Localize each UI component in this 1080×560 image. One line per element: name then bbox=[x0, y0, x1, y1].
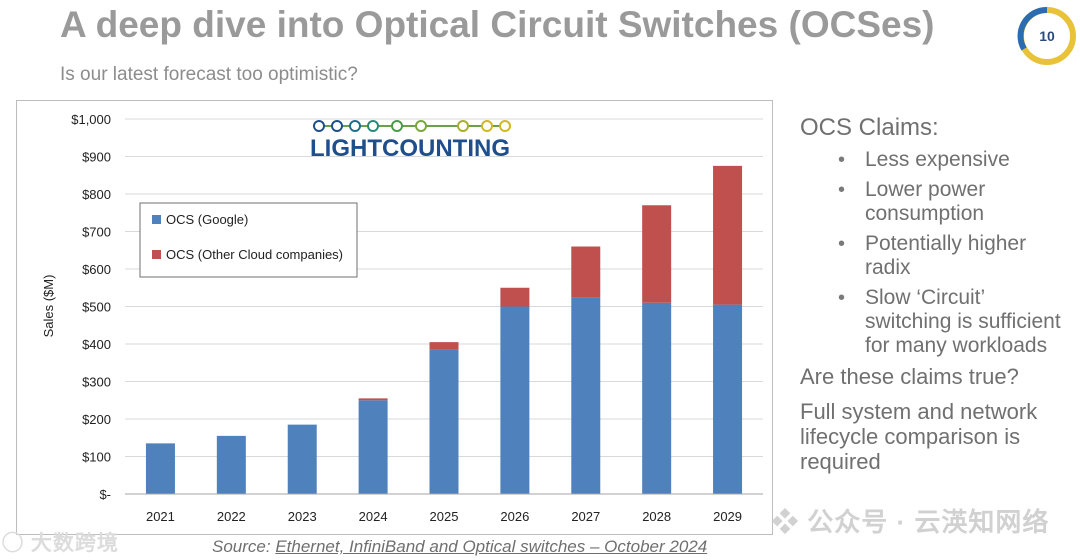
claims-list: Less expensive Lower power consumption P… bbox=[800, 148, 1075, 358]
y-tick-label: $600 bbox=[82, 262, 111, 277]
x-tick-label: 2028 bbox=[642, 509, 671, 524]
claims-conclusion: Full system and network lifecycle compar… bbox=[800, 399, 1038, 474]
sales-chart: $- $100 $200 $300 $400 $500 $600 $700 $800 $900 $1… bbox=[41, 112, 763, 524]
logo-dot bbox=[457, 120, 469, 132]
bar-ocs-other bbox=[571, 246, 601, 298]
legend-label-other: OCS (Other Cloud companies) bbox=[166, 247, 343, 262]
x-tick-label: 2025 bbox=[430, 509, 459, 524]
bar-ocs-google bbox=[713, 304, 743, 494]
logo-text: LIGHTCOUNTING bbox=[310, 135, 510, 162]
source-citation: Source: Ethernet, InfiniBand and Optical… bbox=[212, 537, 707, 557]
x-tick-label: 2029 bbox=[713, 509, 742, 524]
logo-dot bbox=[415, 120, 427, 132]
logo-dot bbox=[331, 120, 343, 132]
y-tick-label: $- bbox=[99, 487, 111, 502]
claim-item: Slow ‘Circuit’ switching is sufficient f… bbox=[838, 286, 1075, 358]
lightcounting-logo: LIGHTCOUNTING bbox=[310, 120, 511, 162]
claims-question: Are these claims true? bbox=[800, 364, 1019, 389]
bar-ocs-google bbox=[216, 435, 246, 494]
y-tick-label: $100 bbox=[82, 450, 111, 465]
x-tick-label: 2023 bbox=[288, 509, 317, 524]
badge-center bbox=[1027, 16, 1067, 56]
source-link[interactable]: Ethernet, InfiniBand and Optical switche… bbox=[275, 537, 708, 556]
source-prefix: Source: bbox=[212, 537, 276, 556]
x-tick-label: 2022 bbox=[217, 509, 246, 524]
watermark-logo-icon: ◯ bbox=[2, 532, 24, 555]
page-number-badge: 10 bbox=[1017, 6, 1076, 65]
logo-dot bbox=[499, 120, 511, 132]
chart-frame: $- $100 $200 $300 $400 $500 $600 $700 $800 $900 $1… bbox=[16, 100, 773, 535]
claims-panel: OCS Claims: Less expensive Lower power c… bbox=[800, 114, 1075, 484]
x-tick-label: 2026 bbox=[500, 509, 529, 524]
x-tick-label: 2021 bbox=[146, 509, 175, 524]
chart-axes: $- $100 $200 $300 $400 $500 $600 $700 $800 $900 $1… bbox=[71, 112, 763, 524]
legend-label-google: OCS (Google) bbox=[166, 212, 248, 227]
x-tick-label: 2024 bbox=[359, 509, 388, 524]
bar-ocs-google bbox=[287, 424, 317, 494]
bar-ocs-other bbox=[500, 287, 530, 307]
page-subtitle: Is our latest forecast too optimistic? bbox=[60, 64, 358, 85]
legend-swatch-other bbox=[152, 250, 161, 259]
bar-ocs-google bbox=[500, 306, 530, 494]
watermark-right: ❖ 公众号 · 云渶知网络 bbox=[772, 502, 1049, 539]
x-tick-label: 2027 bbox=[571, 509, 600, 524]
bar-ocs-google bbox=[429, 349, 459, 494]
y-tick-label: $500 bbox=[82, 300, 111, 315]
bar-ocs-other bbox=[642, 205, 672, 303]
logo-dot bbox=[349, 120, 361, 132]
logo-dot bbox=[367, 120, 379, 132]
claim-item: Potentially higher radix bbox=[838, 232, 1075, 280]
y-tick-label: $300 bbox=[82, 375, 111, 390]
legend-swatch-google bbox=[152, 215, 161, 224]
watermark-left: ◯ 大数跨境 bbox=[2, 527, 119, 557]
y-tick-label: $1,000 bbox=[71, 112, 111, 127]
bar-ocs-other bbox=[713, 165, 743, 305]
y-tick-label: $700 bbox=[82, 225, 111, 240]
watermark-right-text: 公众号 · 云渶知网络 bbox=[807, 507, 1050, 537]
bar-ocs-google bbox=[145, 443, 175, 494]
logo-dot bbox=[391, 120, 403, 132]
page-number: 10 bbox=[1039, 28, 1055, 44]
bar-ocs-google bbox=[642, 302, 672, 494]
y-tick-label: $800 bbox=[82, 187, 111, 202]
bar-ocs-other bbox=[429, 342, 459, 350]
y-tick-label: $900 bbox=[82, 150, 111, 165]
logo-dot bbox=[313, 120, 325, 132]
y-tick-label: $200 bbox=[82, 412, 111, 427]
watermark-left-text: 大数跨境 bbox=[30, 532, 119, 555]
page-title: A deep dive into Optical Circuit Switche… bbox=[60, 4, 935, 45]
claim-item: Lower power consumption bbox=[838, 178, 1075, 226]
y-tick-label: $400 bbox=[82, 337, 111, 352]
claims-heading: OCS Claims: bbox=[800, 114, 939, 141]
badge-ring-blue bbox=[1017, 6, 1048, 51]
bar-ocs-other bbox=[358, 398, 388, 401]
y-axis-label: Sales ($M) bbox=[41, 275, 56, 338]
logo-dot bbox=[481, 120, 493, 132]
claim-item: Less expensive bbox=[838, 148, 1075, 172]
legend-box bbox=[139, 202, 358, 278]
chart-bars bbox=[145, 165, 743, 494]
bar-ocs-google bbox=[571, 297, 601, 494]
logo-dots bbox=[313, 120, 511, 132]
wechat-icon: ❖ bbox=[772, 507, 800, 537]
bar-ocs-google bbox=[358, 400, 388, 494]
chart-legend: OCS (Google) OCS (Other Cloud companies) bbox=[139, 202, 358, 278]
